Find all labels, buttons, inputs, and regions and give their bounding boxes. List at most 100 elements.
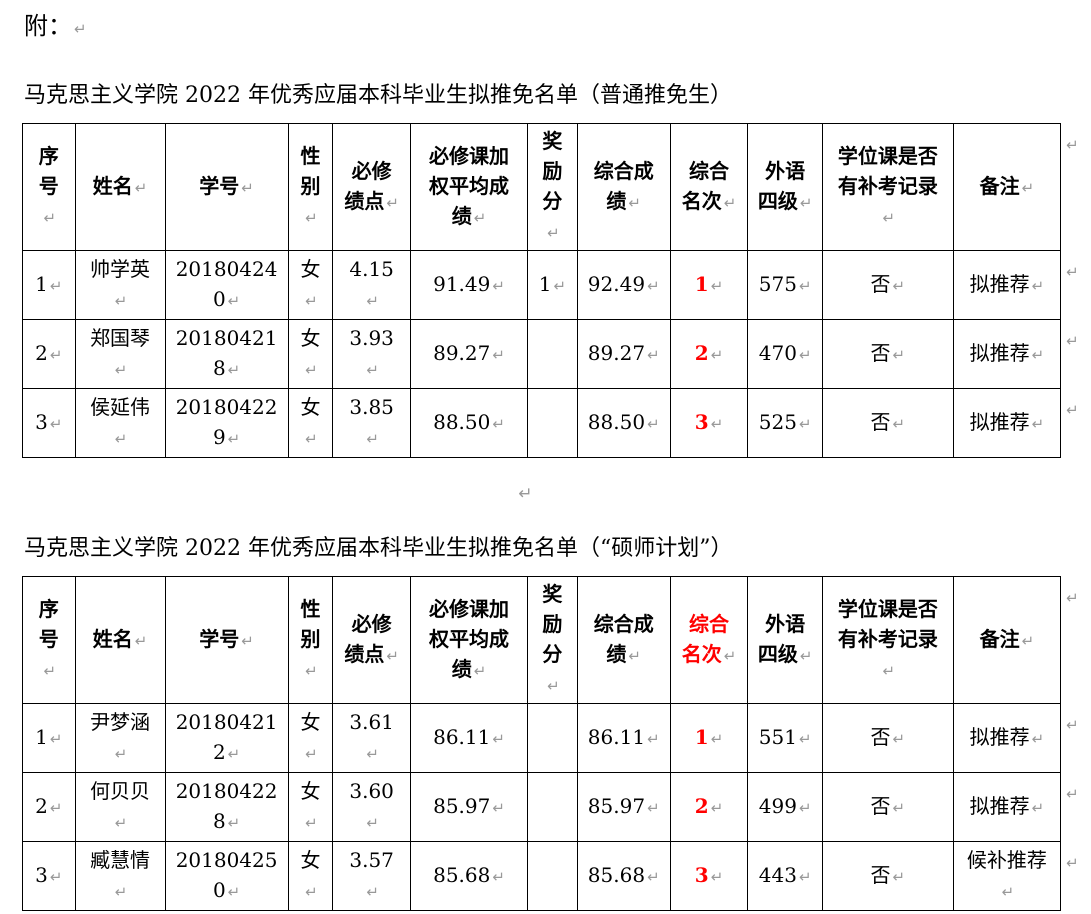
- header-cell-col10[interactable]: 外语四级 ↵: [747, 123, 824, 251]
- table-title[interactable]: 马克思主义学院 2022 年优秀应届本科毕业生拟推免名单（“硕师计划”）: [24, 534, 1087, 565]
- data-cell-r1-c8[interactable]: 92.49 ↵: [576, 250, 671, 320]
- data-cell-r3-c12[interactable]: 拟推荐 ↵: [952, 388, 1062, 458]
- header-cell-col1[interactable]: 序号 ↵: [22, 123, 76, 251]
- data-cell-r3-c6[interactable]: 85.68 ↵: [409, 841, 529, 911]
- data-cell-r3-c2[interactable]: 臧慧情 ↵: [74, 841, 166, 911]
- data-cell-r1-c6[interactable]: 91.49 ↵: [409, 250, 529, 320]
- data-cell-r1-c8[interactable]: 86.11 ↵: [576, 703, 671, 773]
- data-cell-r1-c3[interactable]: 201804212 ↵: [164, 703, 289, 773]
- data-cell-r3-c10[interactable]: 525 ↵: [747, 388, 824, 458]
- data-cell-r1-c2[interactable]: 尹梦涵 ↵: [74, 703, 166, 773]
- data-cell-r1-c9[interactable]: 1 ↵: [669, 250, 749, 320]
- data-cell-r1-c10[interactable]: 575 ↵: [747, 250, 824, 320]
- header-cell-col2[interactable]: 姓名 ↵: [74, 123, 166, 251]
- header-cell-col12[interactable]: 备注 ↵: [952, 576, 1062, 704]
- header-cell-col7[interactable]: 奖励分 ↵: [527, 123, 578, 251]
- data-cell-r2-c8[interactable]: 89.27 ↵: [576, 319, 671, 389]
- data-cell-r2-c5[interactable]: 3.60 ↵: [332, 772, 411, 842]
- data-cell-r2-c8[interactable]: 85.97 ↵: [576, 772, 671, 842]
- data-cell-r3-c4[interactable]: 女↵: [287, 388, 334, 458]
- data-cell-r1-c5[interactable]: 3.61 ↵: [332, 703, 411, 773]
- header-cell-col8[interactable]: 综合成绩 ↵: [576, 576, 671, 704]
- data-cell-r3-c2[interactable]: 侯延伟 ↵: [74, 388, 166, 458]
- header-cell-col6[interactable]: 必修课加权平均成绩 ↵: [409, 576, 529, 704]
- data-cell-r2-c1[interactable]: 2 ↵: [22, 772, 76, 842]
- data-cell-r3-c8[interactable]: 88.50 ↵: [576, 388, 671, 458]
- data-cell-r1-c5[interactable]: 4.15 ↵: [332, 250, 411, 320]
- data-cell-r3-c8[interactable]: 85.68 ↵: [576, 841, 671, 911]
- data-cell-r1-c12[interactable]: 拟推荐 ↵: [952, 703, 1062, 773]
- data-cell-r2-c4[interactable]: 女↵: [287, 319, 334, 389]
- data-cell-r2-c2[interactable]: 郑国琴 ↵: [74, 319, 166, 389]
- header-cell-col7[interactable]: 奖励分 ↵: [527, 576, 578, 704]
- data-cell-r2-c10[interactable]: 499 ↵: [747, 772, 824, 842]
- data-cell-r2-c7[interactable]: [527, 319, 578, 389]
- data-cell-r1-c4[interactable]: 女↵: [287, 250, 334, 320]
- data-cell-r3-c5[interactable]: 3.85 ↵: [332, 388, 411, 458]
- data-cell-r2-c3[interactable]: 201804228 ↵: [164, 772, 289, 842]
- data-cell-r1-c1[interactable]: 1 ↵: [22, 250, 76, 320]
- data-cell-r2-c12[interactable]: 拟推荐 ↵: [952, 319, 1062, 389]
- data-cell-r1-c11[interactable]: 否 ↵: [822, 250, 954, 320]
- data-cell-r1-c12[interactable]: 拟推荐 ↵: [952, 250, 1062, 320]
- data-cell-r2-c1[interactable]: 2 ↵: [22, 319, 76, 389]
- data-cell-r2-c6[interactable]: 85.97 ↵: [409, 772, 529, 842]
- data-cell-r1-c9[interactable]: 1 ↵: [669, 703, 749, 773]
- data-cell-r3-c6[interactable]: 88.50 ↵: [409, 388, 529, 458]
- data-cell-r3-c11[interactable]: 否 ↵: [822, 841, 954, 911]
- data-cell-r3-c11[interactable]: 否 ↵: [822, 388, 954, 458]
- data-cell-r2-c11[interactable]: 否 ↵: [822, 772, 954, 842]
- data-cell-r2-c5[interactable]: 3.93 ↵: [332, 319, 411, 389]
- data-cell-r1-c7[interactable]: [527, 703, 578, 773]
- attachment-paragraph[interactable]: 附： ↵: [24, 10, 1087, 45]
- header-cell-col4[interactable]: 性别 ↵: [287, 576, 334, 704]
- data-cell-r3-c7[interactable]: [527, 388, 578, 458]
- data-cell-r3-c1[interactable]: 3 ↵: [22, 841, 76, 911]
- header-cell-col1[interactable]: 序号 ↵: [22, 576, 76, 704]
- data-cell-r1-c1[interactable]: 1 ↵: [22, 703, 76, 773]
- header-cell-col5[interactable]: 必修绩点 ↵: [332, 576, 411, 704]
- header-cell-col6[interactable]: 必修课加权平均成绩 ↵: [409, 123, 529, 251]
- data-cell-r3-c1[interactable]: 3 ↵: [22, 388, 76, 458]
- data-cell-r2-c3[interactable]: 201804218 ↵: [164, 319, 289, 389]
- data-cell-r1-c6[interactable]: 86.11 ↵: [409, 703, 529, 773]
- header-cell-col12[interactable]: 备注 ↵: [952, 123, 1062, 251]
- data-cell-r1-c4[interactable]: 女↵: [287, 703, 334, 773]
- header-cell-col3[interactable]: 学号 ↵: [164, 123, 289, 251]
- data-cell-r3-c4[interactable]: 女↵: [287, 841, 334, 911]
- header-cell-col11[interactable]: 学位课是否有补考记录 ↵: [822, 576, 954, 704]
- header-cell-col8[interactable]: 综合成绩 ↵: [576, 123, 671, 251]
- data-cell-r3-c3[interactable]: 201804229 ↵: [164, 388, 289, 458]
- data-cell-r1-c2[interactable]: 帅学英 ↵: [74, 250, 166, 320]
- table-title[interactable]: 马克思主义学院 2022 年优秀应届本科毕业生拟推免名单（普通推免生）: [24, 81, 1087, 112]
- data-cell-r3-c3[interactable]: 201804250 ↵: [164, 841, 289, 911]
- data-cell-r2-c7[interactable]: [527, 772, 578, 842]
- data-cell-r3-c5[interactable]: 3.57 ↵: [332, 841, 411, 911]
- header-cell-col10[interactable]: 外语四级 ↵: [747, 576, 824, 704]
- data-cell-r1-c10[interactable]: 551 ↵: [747, 703, 824, 773]
- data-cell-r3-c9[interactable]: 3 ↵: [669, 841, 749, 911]
- header-cell-col5[interactable]: 必修绩点 ↵: [332, 123, 411, 251]
- data-cell-r2-c10[interactable]: 470 ↵: [747, 319, 824, 389]
- header-cell-col11[interactable]: 学位课是否有补考记录 ↵: [822, 123, 954, 251]
- header-cell-col3[interactable]: 学号 ↵: [164, 576, 289, 704]
- data-cell-r2-c11[interactable]: 否 ↵: [822, 319, 954, 389]
- data-cell-r3-c12[interactable]: 候补推荐 ↵: [952, 841, 1062, 911]
- data-cell-r2-c9[interactable]: 2 ↵: [669, 319, 749, 389]
- data-cell-r2-c9[interactable]: 2 ↵: [669, 772, 749, 842]
- header-cell-col2[interactable]: 姓名 ↵: [74, 576, 166, 704]
- data-cell-r2-c4[interactable]: 女↵: [287, 772, 334, 842]
- data-cell-r2-c12[interactable]: 拟推荐 ↵: [952, 772, 1062, 842]
- data-cell-r1-c3[interactable]: 201804240 ↵: [164, 250, 289, 320]
- data-cell-r3-c7[interactable]: [527, 841, 578, 911]
- data-cell-r1-c7[interactable]: 1 ↵: [527, 250, 578, 320]
- data-cell-r3-c9[interactable]: 3 ↵: [669, 388, 749, 458]
- data-cell-r3-c10[interactable]: 443 ↵: [747, 841, 824, 911]
- header-cell-col4[interactable]: 性别 ↵: [287, 123, 334, 251]
- data-cell-r2-c6[interactable]: 89.27 ↵: [409, 319, 529, 389]
- data-cell-r2-c2[interactable]: 何贝贝 ↵: [74, 772, 166, 842]
- data-cell-r1-c11[interactable]: 否 ↵: [822, 703, 954, 773]
- header-cell-col9[interactable]: 综合名次 ↵: [669, 123, 749, 251]
- header-cell-col9[interactable]: 综合名次 ↵: [669, 576, 749, 704]
- empty-paragraph[interactable]: ↵: [22, 482, 1027, 506]
